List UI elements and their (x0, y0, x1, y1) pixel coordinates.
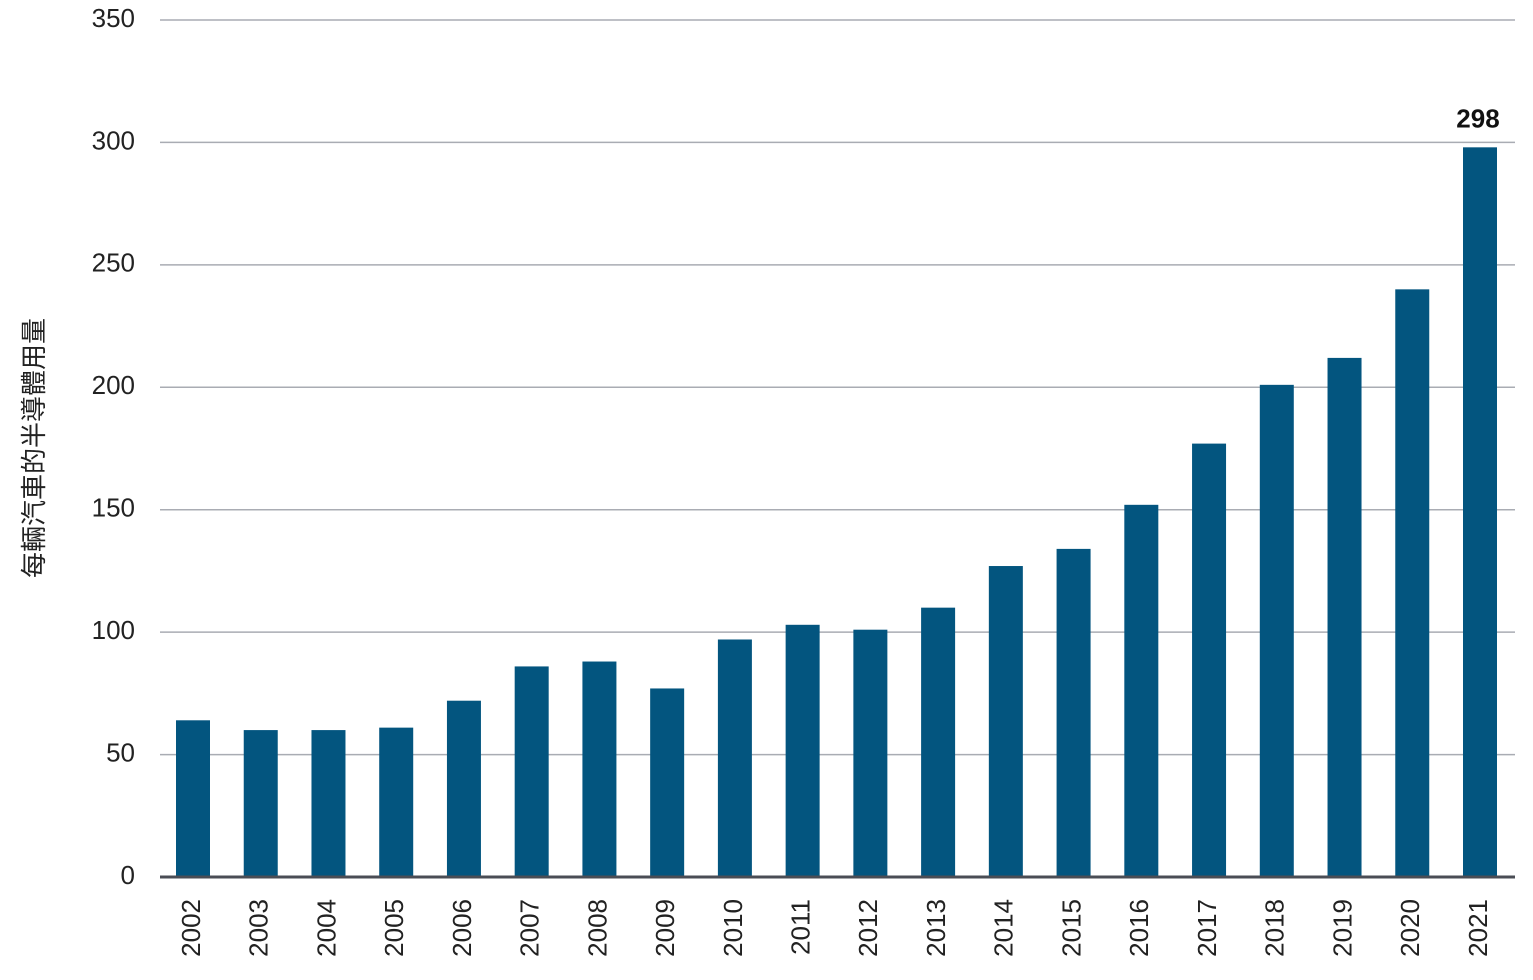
x-tick-label: 2002 (176, 899, 206, 957)
data-label-2021: 298 (1456, 103, 1499, 133)
bar-2019 (1327, 357, 1362, 878)
y-tick-label: 200 (92, 370, 135, 400)
bar-2008 (582, 661, 617, 877)
bar-2009 (650, 688, 685, 877)
x-tick-label: 2020 (1395, 899, 1425, 957)
bar-2010 (717, 639, 752, 877)
x-axis-ticks: 2002 2003 2004 2005 2006 2007 2008 2009 2010 2011… (176, 899, 1493, 957)
x-tick-label: 2003 (244, 899, 274, 957)
y-tick-label: 350 (92, 3, 135, 33)
bar-2004 (311, 730, 346, 877)
y-axis-ticks: 0 50 100 150 200 250 300 350 (92, 3, 135, 890)
bar-2003 (243, 730, 278, 877)
y-tick-label: 250 (92, 248, 135, 278)
bar-2012 (853, 629, 888, 877)
x-tick-label: 2009 (650, 899, 680, 957)
bars (176, 147, 1497, 878)
x-tick-label: 2011 (786, 899, 816, 955)
bar-2011 (785, 624, 820, 877)
x-tick-label: 2021 (1463, 899, 1493, 957)
x-tick-label: 2019 (1327, 899, 1357, 957)
bar-2016 (1124, 504, 1159, 877)
x-tick-label: 2013 (921, 899, 951, 957)
y-tick-label: 150 (92, 493, 135, 523)
y-tick-label: 300 (92, 125, 135, 155)
x-tick-label: 2007 (515, 899, 545, 957)
bar-2014 (988, 566, 1023, 877)
x-tick-label: 2004 (311, 899, 341, 957)
x-tick-label: 2010 (718, 899, 748, 957)
bar-2021 (1463, 147, 1497, 878)
x-tick-label: 2014 (989, 899, 1019, 957)
x-tick-label: 2008 (582, 899, 612, 957)
x-tick-label: 2006 (447, 899, 477, 957)
x-tick-label: 2016 (1124, 899, 1154, 957)
bar-2007 (514, 666, 549, 877)
data-labels: 298 (1456, 103, 1499, 133)
bar-2013 (921, 607, 956, 877)
bar-2015 (1056, 548, 1091, 877)
y-axis-label: 每輛汽車的半導體用量 (19, 318, 49, 578)
bar-2006 (446, 700, 481, 877)
bar-2018 (1259, 384, 1294, 877)
gridlines (160, 19, 1515, 756)
bar-2017 (1192, 443, 1227, 877)
x-tick-label: 2005 (379, 899, 409, 957)
bar-2005 (379, 727, 414, 877)
bar-2002 (176, 720, 210, 877)
y-tick-label: 50 (106, 737, 135, 767)
x-tick-label: 2012 (853, 899, 883, 957)
y-tick-label: 0 (121, 860, 135, 890)
x-tick-label: 2017 (1192, 899, 1222, 957)
x-tick-label: 2015 (1056, 899, 1086, 957)
bar-2020 (1395, 289, 1430, 877)
x-tick-label: 2018 (1260, 899, 1290, 957)
y-tick-label: 100 (92, 615, 135, 645)
